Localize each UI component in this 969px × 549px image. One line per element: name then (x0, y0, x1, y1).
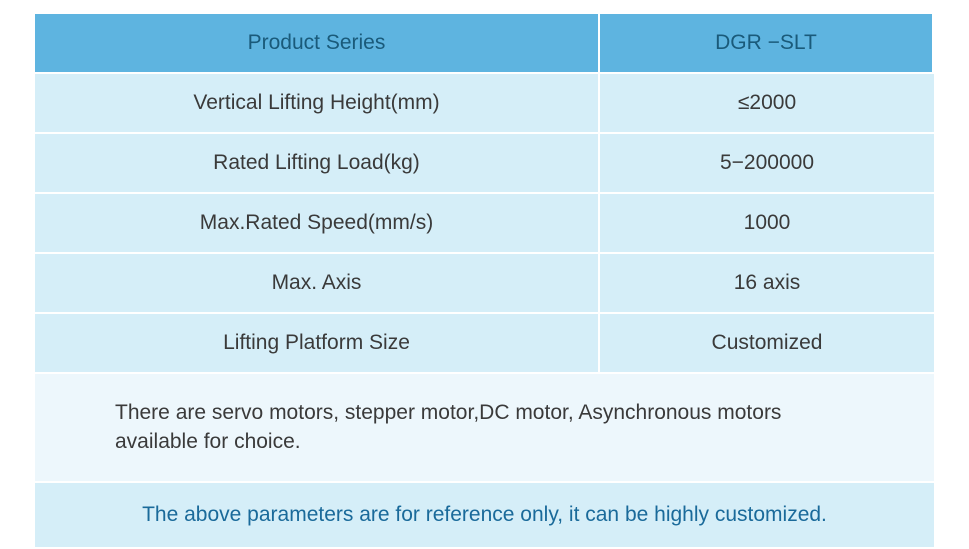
table-row: Max.Rated Speed(mm/s) 1000 (35, 194, 934, 252)
table-row: Max. Axis 16 axis (35, 254, 934, 312)
row-label: Max. Axis (35, 254, 600, 312)
footer-text: The above parameters are for reference o… (35, 483, 934, 547)
row-value: 16 axis (600, 254, 934, 312)
row-label: Rated Lifting Load(kg) (35, 134, 600, 192)
row-label: Max.Rated Speed(mm/s) (35, 194, 600, 252)
row-label: Vertical Lifting Height(mm) (35, 74, 600, 132)
row-value: Customized (600, 314, 934, 372)
header-label: Product Series (35, 14, 600, 72)
header-row: Product Series DGR −SLT (35, 14, 934, 72)
footer-row: The above parameters are for reference o… (35, 483, 934, 547)
table-row: Lifting Platform Size Customized (35, 314, 934, 372)
row-value: 1000 (600, 194, 934, 252)
product-spec-table: Product Series DGR −SLT Vertical Lifting… (35, 12, 934, 549)
table-row: Rated Lifting Load(kg) 5−200000 (35, 134, 934, 192)
table-row: Vertical Lifting Height(mm) ≤2000 (35, 74, 934, 132)
header-value: DGR −SLT (600, 14, 934, 72)
row-value: 5−200000 (600, 134, 934, 192)
row-value: ≤2000 (600, 74, 934, 132)
note-row: There are servo motors, stepper motor,DC… (35, 374, 934, 481)
row-label: Lifting Platform Size (35, 314, 600, 372)
note-text: There are servo motors, stepper motor,DC… (35, 374, 934, 481)
